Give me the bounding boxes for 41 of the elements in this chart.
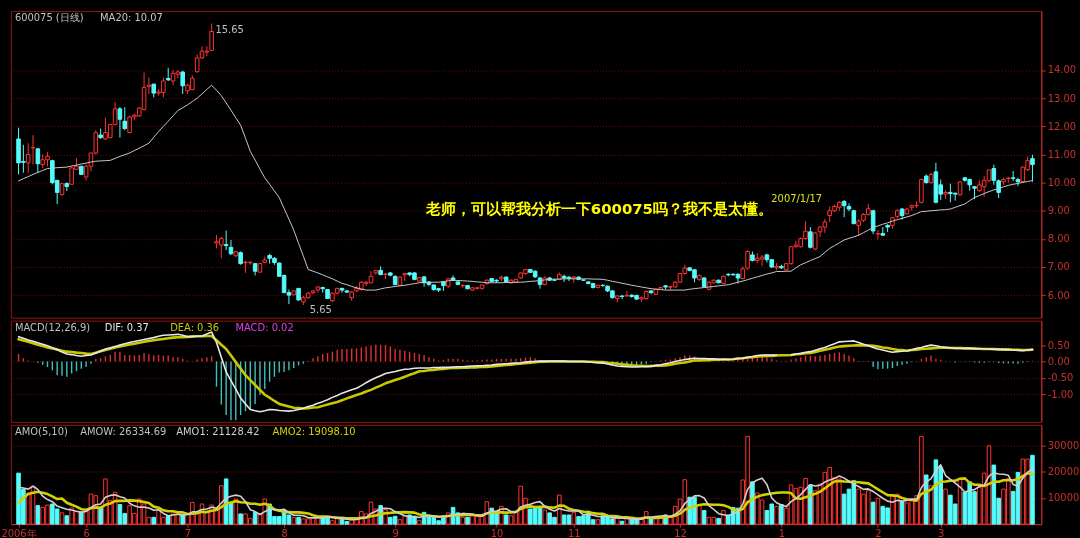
annotation: 5.65 (309, 303, 332, 315)
x-tick-label: 7 (184, 527, 192, 538)
x-tick-label: 1 (778, 527, 786, 538)
x-tick-label: 2006年 (1, 527, 37, 538)
x-tick-label: 2 (875, 527, 882, 538)
y-tick-label: 12.00 (1047, 120, 1077, 132)
y-tick-label: 0.00 (1047, 355, 1070, 367)
y-tick-label: -0.50 (1047, 372, 1074, 384)
y-tick-label: 11.00 (1047, 148, 1077, 160)
chart-title: MACD(12,26,9) (14, 321, 91, 333)
text: MA20: 10.07 (100, 11, 163, 23)
y-tick-label: 6.00 (1047, 289, 1070, 301)
x-tick-label: 6 (83, 527, 90, 538)
annotation: 15.65 (215, 23, 244, 35)
y-tick-label: 10.00 (1047, 177, 1077, 189)
x-tick-label: 8 (281, 527, 288, 538)
chart-title: 600075 (日线) (14, 11, 84, 23)
x-tick-label: 9 (392, 527, 399, 538)
annotation: 老师，可以帮我分析一下600075吗？我不是太懂。 (424, 200, 773, 219)
y-tick-label: 30000 (1047, 440, 1080, 452)
x-tick-label: 10 (490, 527, 504, 538)
annotation: MACD: 0.02 (235, 321, 294, 333)
y-tick-label: 20000 (1047, 466, 1080, 478)
y-tick-label: 10000 (1047, 492, 1080, 504)
x-tick-label: 11 (567, 527, 581, 538)
x-tick-label: 3 (938, 527, 945, 538)
y-tick-label: 13.00 (1047, 92, 1077, 104)
annotation: 2007/1/17 (771, 192, 823, 204)
chart-title: AMO(5,10) (14, 425, 68, 437)
x-tick-label: 12 (674, 527, 687, 538)
y-tick-label: 8.00 (1047, 233, 1070, 245)
y-tick-label: 9.00 (1047, 205, 1070, 217)
y-tick-label: 0.50 (1047, 339, 1070, 351)
y-tick-label: -1.00 (1047, 388, 1074, 400)
text: AMO1: 21128.42 (176, 425, 260, 437)
series-label: DEA: 0.36 (170, 321, 220, 333)
y-tick-label: 7.00 (1047, 261, 1070, 273)
series-label: DIF: 0.37 (104, 321, 149, 333)
text: AMO2: 19098.10 (272, 425, 356, 437)
annotation: AMOW: 26334.69 (80, 425, 167, 437)
y-tick-label: 14.00 (1047, 64, 1077, 76)
